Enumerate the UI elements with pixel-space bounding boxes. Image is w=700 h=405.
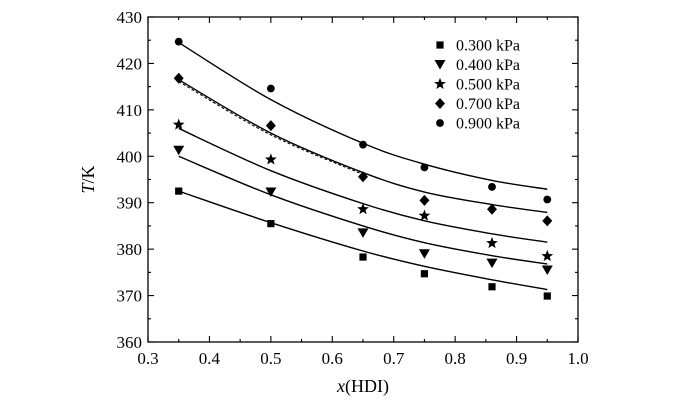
data-point [266,84,275,93]
fit-curve [178,155,548,265]
data-point [488,183,496,191]
x-axis-title-italic: x [336,376,345,396]
legend-label: 0.700 kPa [456,96,520,113]
fit-curve [178,41,548,190]
data-point [358,171,368,183]
fit-curve [178,127,548,243]
x-tick-label: 0.4 [199,349,221,368]
y-tick-label: 420 [117,54,143,73]
data-point [488,283,496,291]
data-point [542,215,553,227]
data-point [486,258,498,269]
data-point [172,118,185,130]
x-tick-label: 0.7 [383,349,405,368]
y-tick-label: 410 [117,101,143,120]
y-tick-label: 400 [117,147,143,166]
plot-area: 0.3 0.4 0.5 0.6 0.7 0.8 0.9 1.0 360 370 380 390 400… [117,8,589,368]
data-point [174,37,183,46]
legend-label: 0.500 kPa [456,77,520,94]
y-tick-label: 370 [117,287,143,306]
y-tick-label: 430 [117,8,143,27]
data-point [267,220,275,228]
legend-marker [435,98,445,109]
data-point [175,187,183,195]
data-point [420,270,429,278]
data-point [264,153,277,165]
data-point [486,236,498,249]
data-point [265,120,276,132]
data-point [420,163,429,172]
data-point [359,253,367,261]
x-tick-label: 0.9 [506,349,527,368]
x-axis-title: x(HDI) [336,376,389,397]
data-point [543,195,552,204]
fit-curve [178,190,548,291]
data-point [541,265,553,276]
data-point [419,194,430,206]
data-point [487,203,497,215]
data-point [173,72,184,84]
legend-label: 0.900 kPa [456,116,520,133]
y-axis-title: T/K [78,165,98,193]
data-point [357,228,369,238]
legend-marker [436,41,444,49]
legend-label: 0.300 kPa [456,38,520,55]
x-tick-label: 0.3 [137,349,158,368]
y-tick-label: 380 [117,240,143,259]
legend-marker [436,119,444,127]
x-tick-label: 0.8 [445,349,466,368]
data-point [541,249,554,262]
legend-label: 0.400 kPa [456,57,520,74]
y-axis-title-italic: T [78,182,98,194]
fit-curve-dashed [178,81,364,175]
x-tick-label: 0.5 [260,349,281,368]
data-markers [172,37,554,300]
legend: 0.300 kPa 0.400 kPa 0.500 kPa 0.700 kPa 0.90… [434,38,520,133]
y-axis-title-rest: /K [78,165,98,183]
legend-marker [434,60,446,70]
y-tick-label: 390 [117,194,143,213]
legend-marker [434,77,446,90]
y-tick-label: 360 [117,333,143,352]
x-axis-ticks: 0.3 0.4 0.5 0.6 0.7 0.8 0.9 1.0 [137,17,589,368]
y-axis-ticks: 360 370 380 390 400 410 420 430 [117,8,578,352]
x-tick-label: 1.0 [567,349,588,368]
data-point [359,140,367,149]
data-point [418,209,431,221]
data-point [357,203,369,215]
data-point [173,145,185,156]
data-point [543,292,551,300]
data-point [418,249,430,259]
x-axis-title-rest: (HDI) [345,376,389,397]
data-point [265,187,277,198]
x-tick-label: 0.6 [322,349,343,368]
